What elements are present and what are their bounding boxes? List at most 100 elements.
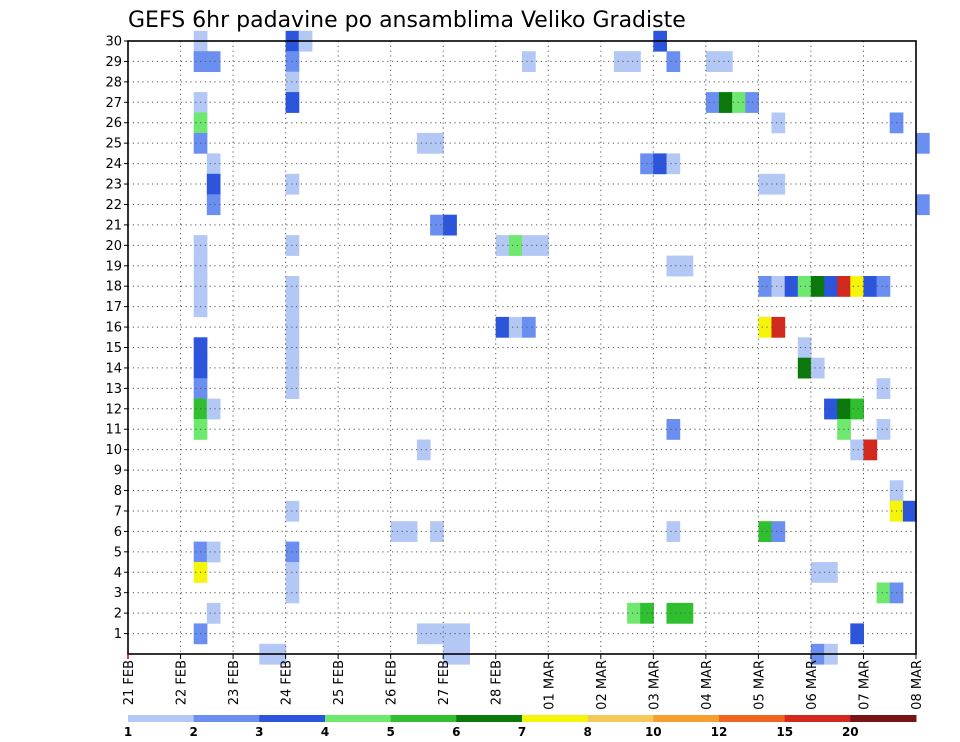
colorbar-segment — [850, 715, 917, 722]
precip-cell — [613, 51, 628, 72]
y-tick-label: 16 — [105, 321, 122, 336]
colorbar-label: 20 — [842, 725, 859, 739]
precip-cell — [810, 562, 825, 583]
colorbar-segment — [193, 715, 260, 722]
colorbar-segment — [784, 715, 851, 722]
precip-cell — [285, 173, 300, 195]
precip-cell — [416, 132, 431, 154]
x-tick-label: 03 MAR — [647, 660, 662, 710]
precip-cell — [824, 398, 838, 420]
colorbar-label: 7 — [518, 725, 526, 739]
precip-cell — [719, 92, 733, 113]
y-tick-label: 15 — [105, 341, 122, 356]
precip-cell — [430, 623, 444, 645]
precip-cell — [653, 153, 667, 175]
precip-cell — [206, 51, 221, 72]
y-tick-label: 19 — [105, 259, 122, 274]
precip-cell — [810, 276, 825, 297]
precip-cell — [430, 214, 444, 236]
precip-cell — [863, 439, 878, 461]
precip-cell — [758, 316, 773, 338]
precip-cell — [285, 92, 300, 113]
precip-cell — [666, 602, 681, 624]
precip-cell — [508, 316, 523, 338]
colorbar-segment — [719, 715, 786, 722]
y-tick-label: 13 — [105, 382, 122, 397]
x-tick-label: 02 MAR — [595, 660, 610, 710]
precip-cell — [627, 602, 641, 624]
precip-cell — [206, 602, 221, 624]
precip-cell — [285, 562, 300, 583]
precip-cell — [771, 173, 786, 195]
precip-cell — [850, 276, 864, 297]
x-tick-label: 07 MAR — [857, 660, 872, 710]
chart-title: GEFS 6hr padavine po ansamblima Veliko G… — [128, 8, 686, 33]
colorbar-segment — [456, 715, 523, 722]
colorbar-label: 2 — [190, 725, 198, 739]
precip-cell — [206, 153, 221, 175]
precip-cell — [285, 51, 300, 72]
x-tick-label: 28 FEB — [490, 660, 505, 705]
precip-cell — [916, 132, 930, 154]
precip-cell — [758, 173, 773, 195]
ensemble-cells — [193, 30, 930, 665]
precip-cell — [522, 235, 536, 256]
precip-cell — [850, 398, 864, 420]
precip-cell — [456, 623, 470, 645]
precip-cell — [771, 521, 786, 542]
colorbar-segment — [390, 715, 457, 722]
precip-cell — [902, 500, 917, 522]
y-tick-label: 26 — [105, 116, 122, 131]
x-tick-label: 04 MAR — [700, 660, 715, 710]
y-tick-label: 20 — [105, 239, 122, 254]
precip-cell — [666, 521, 681, 542]
precip-cell — [285, 337, 300, 359]
precip-cell — [430, 132, 444, 154]
x-tick-label: 24 FEB — [280, 660, 295, 705]
y-tick-label: 2 — [114, 607, 122, 622]
y-tick-label: 29 — [105, 55, 122, 70]
y-tick-label: 22 — [105, 198, 122, 213]
precip-cell — [771, 112, 786, 134]
precip-cell — [863, 276, 878, 297]
precip-cell — [719, 51, 733, 72]
precip-cell — [666, 255, 681, 277]
y-tick-label: 3 — [114, 586, 122, 601]
precip-cell — [285, 276, 300, 297]
colorbar-segment — [522, 715, 589, 722]
precip-cell — [824, 562, 838, 583]
y-tick-label: 17 — [105, 300, 122, 315]
precip-cell — [810, 357, 825, 379]
colorbar-label: 6 — [452, 725, 460, 739]
precip-cell — [758, 521, 773, 542]
precip-cell — [403, 521, 418, 542]
precip-cell — [771, 276, 786, 297]
precip-cell — [285, 235, 300, 256]
colorbar-segment — [653, 715, 720, 722]
y-tick-label: 4 — [114, 566, 122, 581]
precip-cell — [850, 623, 864, 645]
precip-cell — [705, 51, 720, 72]
x-tick-label: 27 FEB — [437, 660, 452, 705]
precip-cell — [285, 357, 300, 379]
precip-cell — [824, 276, 838, 297]
x-tick-label: 22 FEB — [175, 660, 190, 705]
y-tick-label: 25 — [105, 137, 122, 152]
colorbar: 1 2 3 4 5 6 7 8 10 12 15 20 — [124, 715, 917, 739]
colorbar-segment — [325, 715, 392, 722]
precip-cell — [206, 541, 221, 563]
precip-cell — [666, 419, 681, 440]
y-tick-label: 18 — [105, 280, 122, 295]
y-tick-label: 27 — [105, 96, 122, 111]
x-tick-label: 23 FEB — [227, 660, 242, 705]
y-tick-label: 8 — [114, 484, 122, 499]
x-tick-label: 26 FEB — [385, 660, 400, 705]
precip-cell — [705, 92, 720, 113]
precip-cell — [666, 51, 681, 72]
y-tick-label: 6 — [114, 525, 122, 540]
precip-cell — [732, 92, 746, 113]
colorbar-segment — [128, 715, 195, 722]
colorbar-label: 10 — [645, 725, 662, 739]
precip-cell — [416, 623, 431, 645]
